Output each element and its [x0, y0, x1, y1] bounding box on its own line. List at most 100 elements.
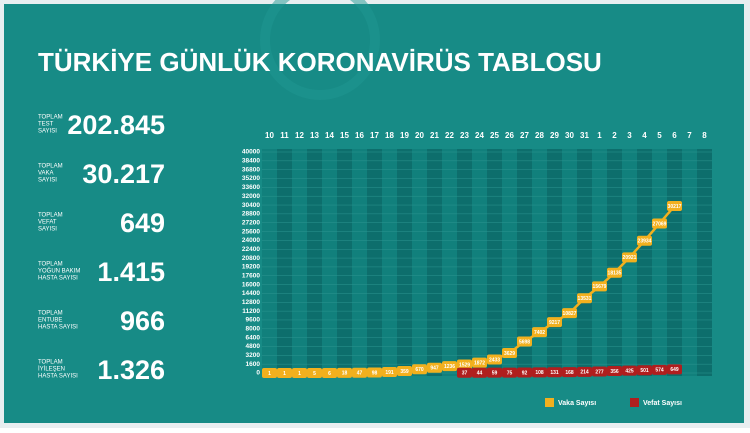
column-stripe: [592, 149, 607, 376]
point-marker: [637, 235, 652, 246]
data-label: 191: [385, 370, 394, 376]
point-marker: [652, 218, 667, 229]
column-stripe: [622, 149, 637, 376]
y-tick-label: 14400: [242, 290, 260, 297]
point-marker: [607, 267, 622, 278]
y-tick-label: 27200: [242, 219, 260, 226]
y-tick-label: 4800: [246, 343, 261, 350]
column-stripe: [682, 149, 697, 376]
point-marker: [427, 362, 442, 373]
point-marker: [622, 365, 637, 376]
y-tick-label: 32000: [242, 193, 260, 200]
point-marker: [562, 367, 577, 378]
x-tick-label: 31: [580, 131, 589, 140]
x-tick-label: 19: [400, 131, 409, 140]
data-label: 92: [522, 370, 528, 376]
data-label: 947: [430, 366, 439, 372]
column-stripe: [412, 149, 427, 376]
x-tick-label: 6: [672, 131, 677, 140]
data-label: 30217: [668, 204, 682, 210]
stat-label: SAYISI: [38, 129, 57, 135]
x-tick-label: 16: [355, 131, 364, 140]
y-tick-label: 28800: [242, 211, 260, 218]
stat-label: HASTA SAYISI: [38, 325, 78, 331]
x-tick-label: 26: [505, 131, 514, 140]
data-label: 1236: [444, 364, 455, 370]
column-stripe: [442, 149, 457, 376]
column-stripe: [262, 149, 277, 376]
column-stripe: [472, 149, 487, 376]
y-tick-label: 20800: [242, 255, 260, 262]
data-label: 37: [462, 371, 468, 377]
point-marker: [382, 366, 397, 377]
y-tick-label: 11200: [242, 308, 260, 315]
data-label: 214: [580, 370, 589, 376]
y-tick-label: 17600: [242, 272, 260, 279]
data-label: 108: [535, 370, 544, 376]
y-tick-label: 0: [256, 370, 260, 377]
x-tick-label: 3: [627, 131, 632, 140]
point-marker: [517, 367, 532, 378]
y-tick-label: 6400: [246, 334, 261, 341]
x-tick-label: 29: [550, 131, 559, 140]
data-label: 359: [400, 369, 409, 375]
stat-label: VAKA: [38, 171, 54, 177]
point-marker: [277, 367, 292, 378]
legend-swatch: [545, 398, 554, 407]
stat-value: 202.845: [67, 110, 165, 140]
point-marker: [502, 367, 517, 378]
data-label: 649: [670, 367, 679, 373]
column-stripe: [652, 149, 667, 376]
point-marker: [397, 366, 412, 377]
data-label: 5698: [519, 339, 530, 345]
point-marker: [487, 367, 502, 378]
y-tick-label: 38400: [242, 158, 260, 165]
x-tick-label: 1: [597, 131, 602, 140]
data-label: 59: [492, 371, 498, 377]
data-label: 13531: [578, 296, 592, 302]
stat-label: SAYISI: [38, 227, 57, 233]
stat-label: İYİLEŞEN: [38, 366, 65, 373]
data-label: 3629: [504, 351, 515, 357]
data-label: 425: [625, 368, 634, 374]
point-marker: [487, 354, 502, 365]
x-tick-label: 8: [702, 131, 707, 140]
x-tick-label: 14: [325, 131, 334, 140]
point-marker: [472, 357, 487, 368]
y-tick-label: 9600: [246, 317, 261, 324]
x-tick-label: 23: [460, 131, 469, 140]
data-label: 670: [415, 367, 424, 373]
x-tick-label: 17: [370, 131, 379, 140]
column-stripe: [502, 149, 517, 376]
x-tick-label: 27: [520, 131, 529, 140]
stat-label: TEST: [38, 122, 54, 128]
data-label: 574: [655, 368, 664, 374]
stat-value: 1.415: [97, 257, 165, 287]
x-tick-label: 11: [280, 131, 289, 140]
stat-value: 1.326: [97, 355, 165, 385]
data-label: 501: [640, 368, 649, 374]
x-tick-label: 22: [445, 131, 454, 140]
legend-label: Vefat Sayısı: [643, 400, 682, 407]
point-marker: [577, 293, 592, 304]
stat-label: TOPLAM: [38, 360, 63, 366]
data-label: 277: [595, 369, 604, 375]
point-marker: [352, 367, 367, 378]
point-marker: [652, 364, 667, 375]
data-label: 9217: [549, 320, 560, 326]
y-tick-label: 24000: [242, 237, 260, 244]
point-marker: [547, 367, 562, 378]
data-label: 2433: [489, 357, 500, 363]
data-label: 1529: [459, 362, 470, 368]
x-tick-label: 25: [490, 131, 499, 140]
stat-label: HASTA SAYISI: [38, 374, 78, 380]
data-label: 6: [328, 371, 331, 377]
x-tick-label: 20: [415, 131, 424, 140]
point-marker: [322, 367, 337, 378]
x-tick-label: 13: [310, 131, 319, 140]
y-tick-label: 19200: [242, 264, 260, 271]
point-marker: [442, 361, 457, 372]
data-label: 98: [372, 370, 378, 376]
x-tick-label: 18: [385, 131, 394, 140]
